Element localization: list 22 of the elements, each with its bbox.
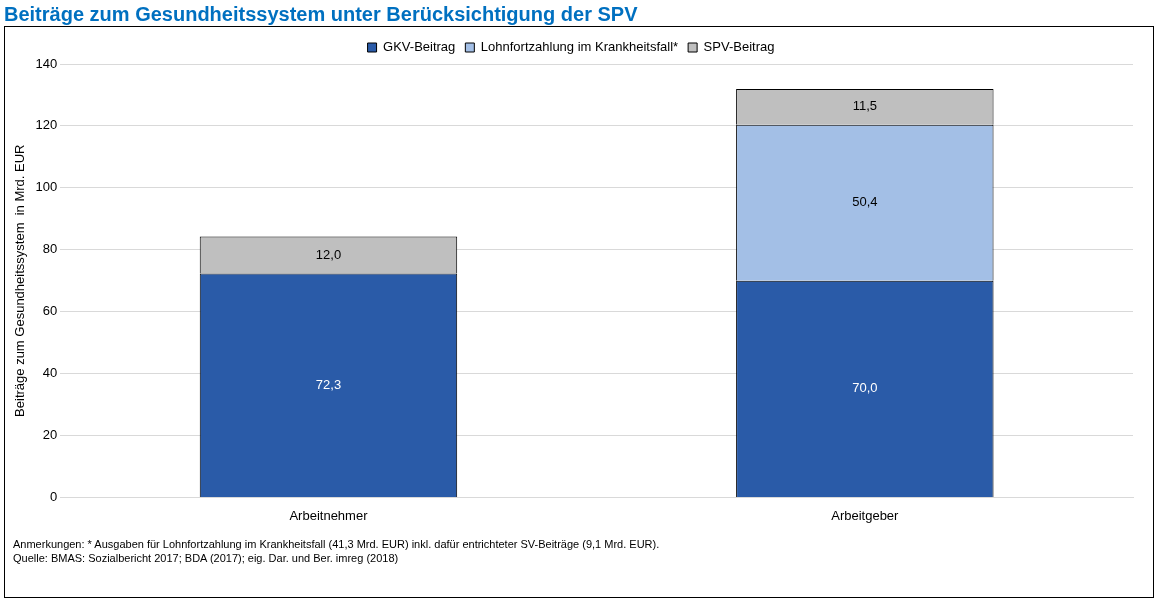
data-label: 70,0 (852, 380, 878, 396)
y-tick-label: 120 (35, 117, 58, 133)
data-label: 12,0 (315, 246, 342, 262)
y-tick-label: 60 (42, 303, 58, 319)
y-tick-label: 40 (42, 365, 58, 381)
y-tick-label: 80 (42, 241, 58, 257)
legend-label: GKV-Beitrag (383, 39, 456, 55)
data-label: 11,5 (852, 98, 877, 114)
chart-title: Beiträge zum Gesundheitssystem unter Berücksichtigung der SPV (4, 2, 639, 26)
y-tick-label: 20 (42, 427, 58, 443)
y-tick-label: 140 (35, 55, 58, 71)
source-note: Quelle: BMAS: Sozialbericht 2017; BDA (2017); eig. Dar. und Ber. imreg (2018) (13, 551, 400, 565)
legend-label: Lohnfortzahlung im Krankheitsfall* (480, 39, 679, 55)
legend-label: SPV-Beitrag (703, 39, 775, 55)
data-label: 72,3 (315, 376, 342, 392)
x-tick-label: Arbeitgeber (831, 507, 900, 523)
text: Anmerkungen: * Ausgaben für Lohnfortzahlung im Krankheitsfall (41,3 Mrd. EUR) inkl. dafür entrichteter SV-Beiträge (9,1 Mrd. EUR). (13, 537, 660, 551)
y-tick-label: 100 (35, 179, 58, 195)
x-tick-label: Arbeitnehmer (289, 507, 369, 523)
y-tick-label: 0 (50, 488, 58, 504)
y-axis-title: Beiträge zum Gesundheitssystem in Mrd. EUR (12, 144, 28, 417)
data-label: 50,4 (852, 194, 878, 210)
